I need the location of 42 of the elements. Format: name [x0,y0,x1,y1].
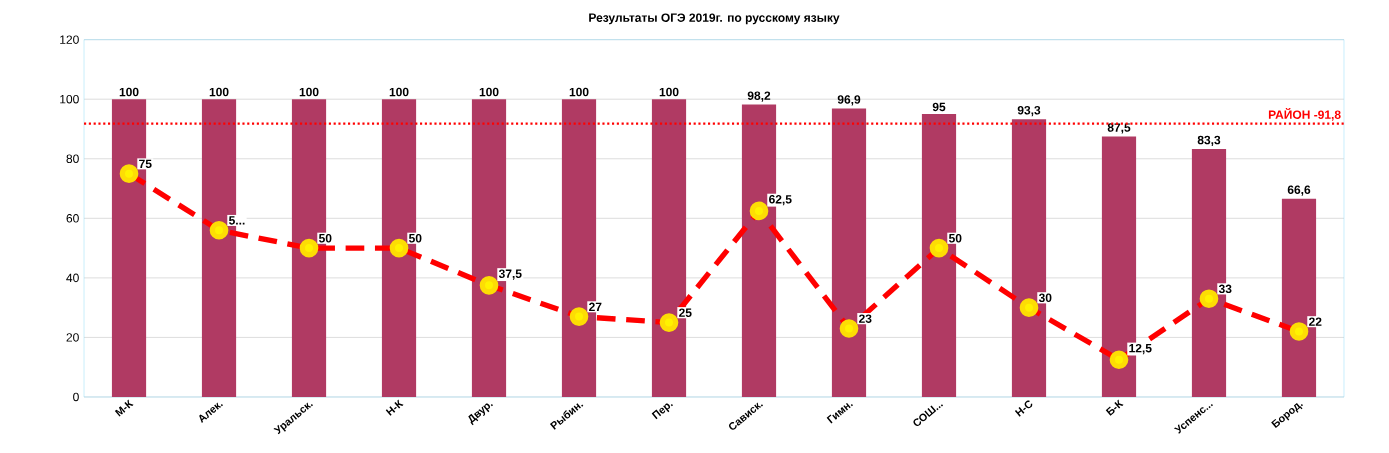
data-label: 30 [1038,293,1052,303]
data-label: 100 [389,87,409,97]
data-label: 96,9 [837,95,861,106]
data-label: 95 [932,102,946,112]
data-label: 5... [228,216,245,225]
y-tick-label: 20 [66,333,79,342]
data-label: 50 [948,234,962,243]
data-label: 87,5 [1107,123,1131,134]
data-label: 98,2 [747,91,771,102]
data-label: 23 [859,314,872,323]
data-label: 100 [119,87,139,97]
y-tick-label: 40 [66,273,79,283]
data-label: 12,5 [1129,343,1152,355]
x-tick-label: Б-К [1105,399,1124,416]
data-label: 25 [679,308,692,317]
data-label: 66,6 [1287,185,1311,196]
data-label: 75 [139,159,152,169]
data-label: 100 [659,87,679,97]
x-tick-label: Н-С [1014,400,1033,417]
y-tick-label: 0 [73,392,79,402]
x-tick-label: Н-К [385,399,404,416]
data-label: 93,3 [1017,105,1041,117]
y-tick-label: 120 [60,35,79,44]
x-tick-label: Пер. [651,403,673,420]
data-label: 37,5 [498,269,522,280]
data-label: 100 [569,87,589,97]
data-label: 62,5 [769,195,792,206]
data-label: 33 [1218,284,1232,294]
data-label: 22 [1309,317,1322,326]
data-label: 100 [209,87,229,97]
data-label: 50 [318,234,332,243]
x-tick-label: М-К [114,399,134,417]
y-tick-label: 60 [66,214,79,223]
y-tick-label: 80 [66,154,79,164]
data-label: 100 [479,87,499,97]
y-tick-label: 100 [60,94,79,104]
chart-title: Результаты ОГЭ 2019г. по русскому языку [589,13,840,25]
data-label: 27 [589,302,602,311]
data-label: 50 [408,234,422,243]
ref-line-label: РАЙОН -91,8 [1268,107,1341,121]
data-label: 100 [299,87,319,97]
data-label: 83,3 [1197,135,1221,147]
